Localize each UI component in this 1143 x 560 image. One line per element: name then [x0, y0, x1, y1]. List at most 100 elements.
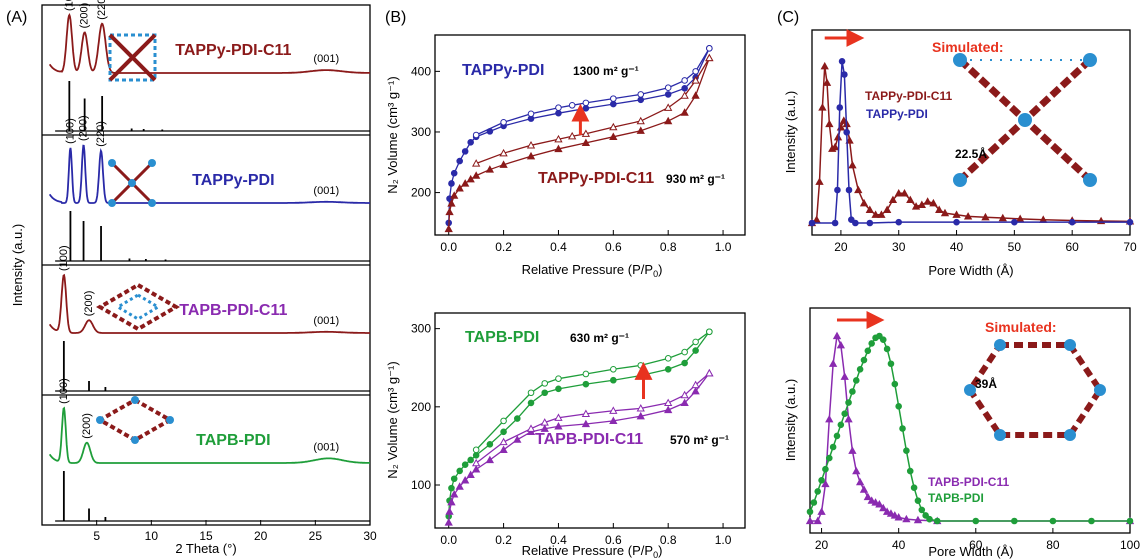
pore-size-label: 22.5Å	[955, 146, 987, 161]
psd-point	[844, 414, 853, 423]
iso-adsorption-point	[455, 482, 464, 490]
psd-point	[952, 210, 961, 218]
psd-point	[895, 403, 902, 410]
psd-point	[830, 142, 840, 151]
psd-point	[825, 454, 833, 462]
iso-adsorption-point	[610, 100, 617, 108]
psd-point	[848, 160, 857, 169]
iso-adsorption-point	[636, 411, 645, 420]
iso-adsorption-point	[448, 180, 455, 187]
psd-point	[845, 136, 854, 144]
psd-point	[933, 517, 941, 525]
psd-point	[1011, 218, 1018, 226]
iso-adsorption-point	[582, 380, 590, 388]
psd-bot-frame	[809, 307, 1131, 534]
iso-adsorption-point	[466, 470, 475, 478]
psd-series-line	[811, 66, 1131, 224]
iso-adsorption-point	[450, 191, 459, 199]
iso-adsorption-point	[461, 179, 470, 187]
psd-point	[886, 509, 896, 517]
iso-desorption-point	[706, 328, 713, 336]
iso-x-tick-label: 0.4	[550, 240, 567, 254]
iso-series-name: TAPPy-PDI-C11	[538, 170, 654, 187]
iso-desorption-point	[472, 446, 480, 454]
framework-icon	[108, 33, 157, 82]
psd-point	[864, 347, 872, 355]
iso-desorption-point	[541, 380, 549, 387]
psd-point	[834, 186, 841, 194]
psd-series-name: TAPPy-PDI-C11	[865, 89, 952, 103]
iso-desorption-point	[568, 131, 577, 140]
psd-point	[1088, 517, 1095, 525]
psd-x-tick-label: 20	[834, 240, 848, 254]
iso-y-tick-label: 300	[411, 125, 431, 139]
psd-x-tick-label: 50	[1008, 240, 1022, 254]
iso-bot-x-axis-label: Relative Pressure (P/P0)	[522, 543, 663, 560]
psd-point	[998, 213, 1007, 222]
psd-top-plot-area: 20 30 40 50 60 70 TAPPy-PDI-C11 TAPPy-PDI	[807, 29, 1137, 254]
iso-desorption-point	[472, 458, 481, 467]
psd-bot-plot-area: 20 40 60 80 100 TAPB-PDI-C11 TAPB-PDI	[805, 311, 1140, 552]
iso-desorption-point	[691, 76, 700, 84]
iso-adsorption-point	[527, 399, 535, 407]
iso-adsorption-point	[541, 389, 549, 397]
psd-bot-x-axis-label: Pore Width (Å)	[928, 544, 1013, 559]
xrd-peak-label: (200)	[78, 115, 90, 141]
iso-desorption-point	[692, 338, 699, 346]
iso-x-tick-label: 0.0	[440, 533, 457, 547]
psd-point	[852, 219, 859, 227]
psd-point	[883, 345, 891, 353]
psd-point	[839, 116, 848, 124]
iso-adsorption-point	[500, 428, 507, 436]
iso-adsorption-line	[448, 57, 710, 229]
psd-point	[895, 218, 903, 226]
iso-desorption-point	[691, 380, 700, 389]
iso-y-tick-label: 400	[411, 64, 431, 78]
psd-point	[808, 219, 816, 227]
iso-adsorption-point	[680, 398, 689, 407]
panel-label-a: (A)	[6, 9, 27, 26]
psd-point	[815, 177, 824, 185]
iso-desorption-point	[540, 418, 549, 426]
iso-adsorption-point	[472, 171, 481, 179]
xrd-peak-label: (100)	[58, 245, 70, 271]
psd-point	[849, 388, 856, 395]
iso-adsorption-point	[513, 435, 522, 443]
psd-point	[972, 517, 980, 525]
xrd-peak-label: (001)	[313, 315, 339, 327]
xrd-peak-label: (001)	[313, 441, 339, 453]
psd-point	[821, 479, 830, 488]
iso-desorption-point	[681, 77, 688, 84]
psd-point	[859, 198, 869, 207]
iso-desorption-point	[581, 409, 591, 417]
psd-point	[871, 498, 880, 506]
iso-surface-area: 930 m² g⁻¹	[666, 172, 725, 186]
framework-icon	[953, 53, 1097, 187]
psd-point	[841, 71, 848, 78]
psd-point	[883, 205, 892, 213]
xrd-series-line	[48, 12, 370, 74]
psd-point	[1126, 218, 1134, 226]
iso-adsorption-point	[445, 207, 454, 216]
psd-point	[888, 195, 898, 204]
iso-desorption-line	[475, 372, 710, 464]
psd-point	[829, 443, 837, 451]
iso-desorption-point	[526, 140, 536, 149]
psd-point	[814, 488, 822, 495]
iso-desorption-point	[664, 398, 673, 407]
psd-point	[877, 210, 886, 218]
iso-adsorption-point	[467, 138, 474, 146]
psd-point	[852, 466, 861, 475]
iso-desorption-point	[637, 91, 645, 98]
iso-adsorption-point	[664, 116, 673, 125]
iso-desorption-point	[472, 131, 480, 139]
iso-series-name: TAPB-PDI-C11	[535, 431, 643, 448]
psd-point	[935, 205, 944, 213]
iso-adsorption-point	[554, 144, 563, 153]
psd-point	[903, 447, 910, 455]
psd-point	[855, 477, 865, 486]
xrd-peak-label: (200)	[79, 3, 91, 29]
psd-bot-y-axis-label: Intensity (a.u.)	[783, 379, 798, 461]
iso-x-tick-label: 0.8	[660, 240, 677, 254]
